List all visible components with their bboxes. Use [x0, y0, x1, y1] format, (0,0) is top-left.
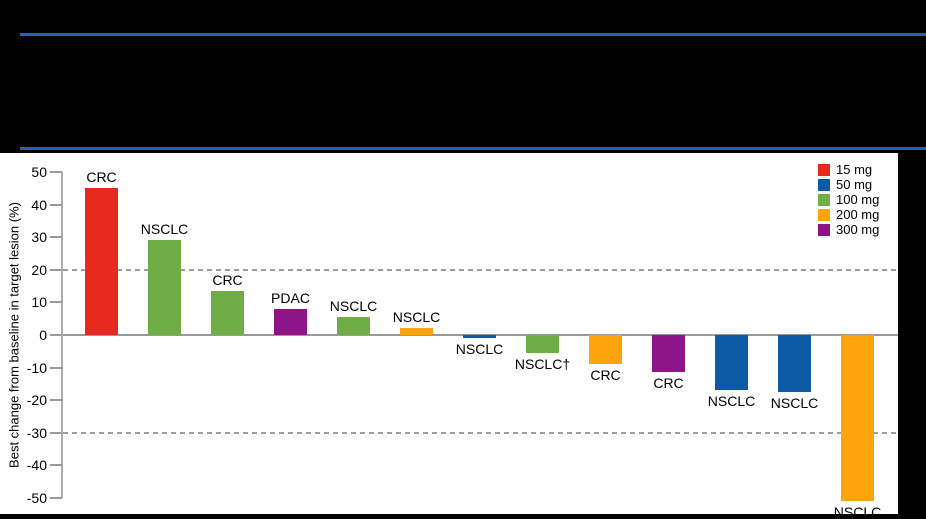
- y-tick-label: 30: [31, 229, 47, 246]
- legend-label: 100 mg: [836, 192, 880, 207]
- legend-item-50mg: 50 mg: [818, 177, 879, 192]
- bar-label: CRC: [653, 375, 684, 392]
- bar-50mg-NSCLC: [715, 335, 748, 391]
- y-tick-label: -20: [26, 392, 47, 409]
- bar-200mg-NSCLC: [400, 328, 433, 335]
- bar-label: NSCLC: [707, 393, 756, 410]
- bar-label: NSCLC: [455, 341, 504, 358]
- y-tick-mark: [50, 203, 62, 206]
- bar-label: CRC: [86, 169, 117, 186]
- y-tick-label: 20: [31, 261, 47, 278]
- legend-label: 50 mg: [836, 177, 873, 192]
- legend-label: 15 mg: [836, 162, 873, 177]
- bar-label: NSCLC: [140, 221, 189, 238]
- bar-label: NSCLC: [329, 298, 378, 315]
- waterfall-chart-panel: Best change from baseline in target lesi…: [0, 153, 898, 519]
- bar-label: NSCLC†: [514, 355, 571, 372]
- legend-swatch: [818, 223, 830, 236]
- y-axis-line: [61, 172, 63, 498]
- legend-item-100mg: 100 mg: [818, 192, 879, 207]
- reference-line--30: [63, 431, 898, 434]
- y-tick-mark: [50, 301, 62, 304]
- y-tick-label: 50: [31, 164, 47, 180]
- legend-item-15mg: 15 mg: [818, 162, 879, 177]
- bar-50mg-NSCLC: [463, 335, 496, 339]
- legend-label: 200 mg: [836, 207, 880, 222]
- bar-label: CRC: [212, 271, 243, 288]
- y-tick-label: -10: [26, 359, 47, 376]
- legend-item-300mg: 300 mg: [818, 222, 879, 237]
- legend-label: 300 mg: [836, 222, 880, 237]
- bar-label: NSCLC: [833, 504, 882, 519]
- legend-swatch: [818, 178, 830, 191]
- banner-rule-top: [20, 33, 926, 36]
- bar-300mg-CRC: [652, 335, 685, 373]
- bar-15mg-CRC: [85, 188, 118, 335]
- y-tick-mark: [50, 399, 62, 402]
- bar-100mg-NSCLC: [526, 335, 559, 353]
- legend-swatch: [818, 193, 830, 206]
- reference-line-20: [63, 268, 898, 271]
- bar-100mg-CRC: [211, 290, 244, 335]
- bar-200mg-CRC: [589, 335, 622, 365]
- y-tick-label: -30: [26, 424, 47, 441]
- y-tick-mark: [50, 366, 62, 369]
- bar-300mg-PDAC: [274, 308, 307, 335]
- legend-swatch: [818, 208, 830, 221]
- bar-label: NSCLC: [392, 309, 441, 326]
- legend-swatch: [818, 163, 830, 176]
- bar-200mg-NSCLC: [841, 335, 874, 502]
- y-tick-mark: [50, 171, 62, 173]
- bar-100mg-NSCLC: [148, 240, 181, 335]
- dose-legend: 15 mg 50 mg 100 mg 200 mg 300 mg: [818, 162, 879, 237]
- y-tick-label: 0: [39, 327, 47, 343]
- y-tick-mark: [50, 497, 62, 499]
- bar-label: CRC: [590, 367, 621, 384]
- y-tick-mark: [50, 236, 62, 239]
- bar-50mg-NSCLC: [778, 335, 811, 393]
- y-tick-mark: [50, 268, 62, 271]
- bar-100mg-NSCLC: [337, 317, 370, 335]
- y-tick-mark: [50, 431, 62, 434]
- y-tick-label: -40: [26, 457, 47, 474]
- y-tick-label: 10: [31, 294, 47, 311]
- y-tick-mark: [50, 334, 62, 336]
- y-tick-label: 40: [31, 196, 47, 213]
- y-tick-mark: [50, 464, 62, 467]
- banner-rule-bottom: [20, 147, 926, 150]
- bar-label: PDAC: [271, 289, 310, 306]
- legend-item-200mg: 200 mg: [818, 207, 879, 222]
- bar-label: NSCLC: [770, 395, 819, 412]
- y-tick-label: -50: [26, 490, 47, 506]
